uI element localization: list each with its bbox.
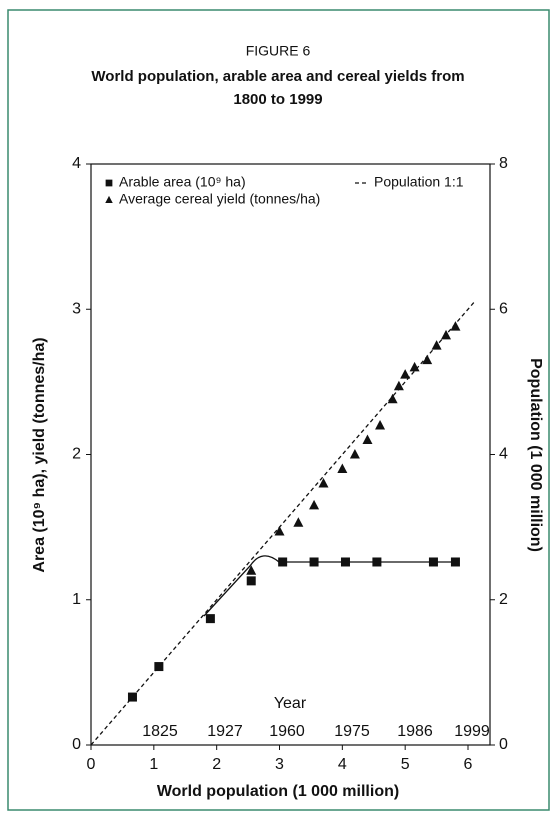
year-label: 1986 bbox=[397, 723, 433, 740]
square-point bbox=[428, 557, 438, 567]
chart-title-line2: 1800 to 1999 bbox=[233, 91, 322, 108]
triangle-point bbox=[400, 369, 411, 379]
square-point bbox=[340, 557, 350, 567]
year-title: Year bbox=[274, 695, 307, 712]
frame bbox=[7, 9, 550, 811]
year-label: 1825 bbox=[142, 723, 178, 740]
x-tick-label: 3 bbox=[275, 756, 284, 773]
x-tick-label: 4 bbox=[338, 756, 347, 773]
x-tick-label: 6 bbox=[464, 756, 473, 773]
legend-swatch bbox=[105, 195, 113, 203]
y2-tick-label: 0 bbox=[499, 736, 508, 753]
chart-title: World population, arable area and cereal… bbox=[91, 68, 464, 85]
x-tick-label: 1 bbox=[149, 756, 158, 773]
triangle-point bbox=[422, 354, 433, 365]
legend-label: Average cereal yield (tonnes/ha) bbox=[119, 191, 320, 207]
legend-label: Population 1:1 bbox=[374, 174, 464, 190]
y2-tick-label: 2 bbox=[499, 591, 508, 608]
triangle-point bbox=[375, 419, 386, 430]
y-tick-label: 1 bbox=[72, 591, 81, 608]
x-axis-label: World population (1 000 million) bbox=[157, 783, 399, 800]
triangle-point bbox=[274, 525, 285, 536]
legend-label: Arable area (10⁹ ha) bbox=[119, 174, 246, 190]
square-point bbox=[309, 557, 319, 567]
legend-swatch bbox=[105, 179, 113, 187]
square-point bbox=[246, 576, 256, 586]
y2-axis-label: Population (1 000 million) bbox=[527, 358, 544, 552]
triangle-point bbox=[246, 565, 257, 575]
fitted-curve bbox=[203, 555, 455, 617]
y2-tick-label: 6 bbox=[499, 300, 508, 317]
triangle-point bbox=[393, 380, 404, 391]
y-tick-label: 0 bbox=[72, 736, 81, 753]
year-label: 1960 bbox=[269, 723, 305, 740]
y-tick-label: 4 bbox=[72, 155, 81, 172]
triangle-point bbox=[450, 321, 461, 331]
square-point bbox=[205, 614, 215, 624]
x-tick-label: 0 bbox=[87, 756, 96, 773]
figure-label: FIGURE 6 bbox=[246, 43, 311, 59]
triangle-point bbox=[318, 478, 329, 488]
triangle-point bbox=[387, 393, 398, 404]
year-label: 1975 bbox=[334, 723, 370, 740]
triangle-point bbox=[337, 463, 348, 474]
triangle-point bbox=[293, 517, 304, 527]
triangle-point bbox=[309, 499, 320, 510]
y-tick-label: 2 bbox=[72, 446, 81, 463]
year-label: 1927 bbox=[207, 723, 243, 740]
x-tick-label: 5 bbox=[401, 756, 410, 773]
triangle-point bbox=[349, 449, 360, 459]
triangle-point bbox=[362, 434, 373, 444]
square-point bbox=[372, 557, 382, 567]
y2-tick-label: 8 bbox=[499, 155, 508, 172]
y-tick-label: 3 bbox=[72, 300, 81, 317]
square-point bbox=[278, 557, 288, 567]
plot-frame bbox=[90, 163, 491, 746]
y-axis-label: Area (10⁹ ha), yield (tonnes/ha) bbox=[31, 337, 48, 572]
square-point bbox=[450, 557, 460, 567]
year-label: 1999 bbox=[454, 723, 490, 740]
y2-tick-label: 4 bbox=[499, 446, 508, 463]
x-tick-label: 2 bbox=[212, 756, 221, 773]
population-line bbox=[90, 301, 475, 746]
square-point bbox=[154, 662, 164, 672]
